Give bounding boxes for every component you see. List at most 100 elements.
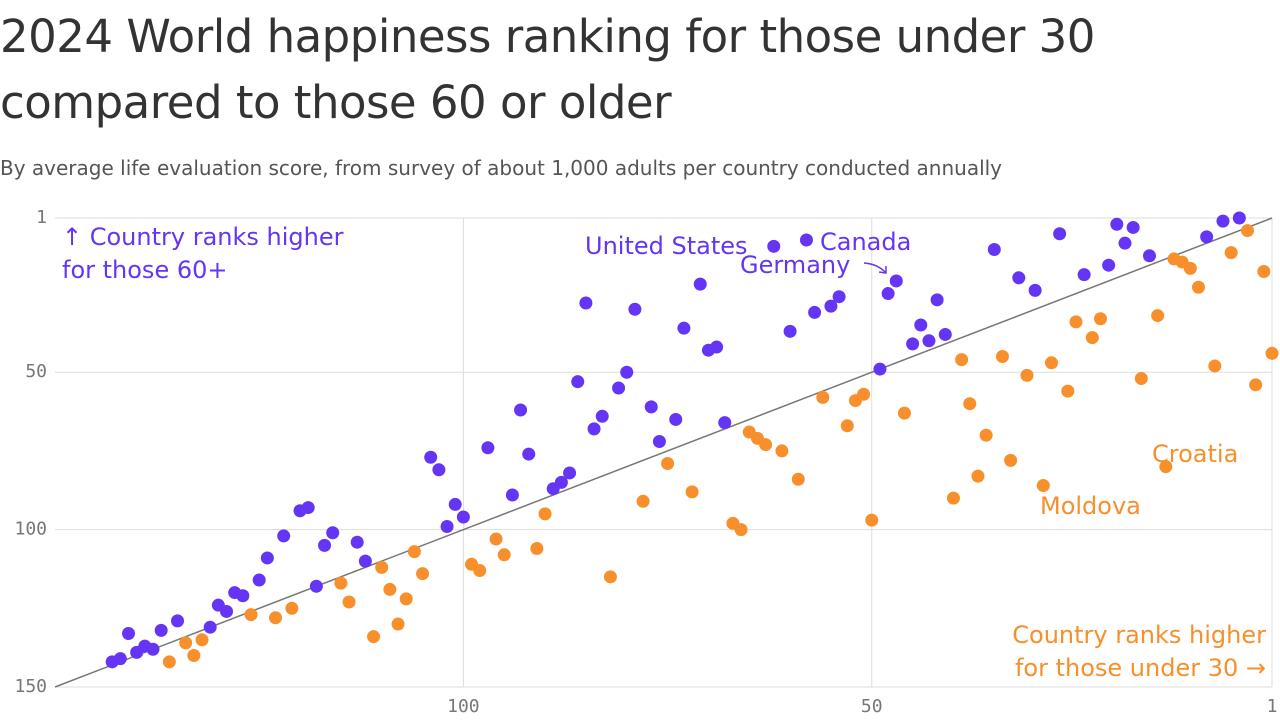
data-point	[456, 510, 470, 524]
data-point	[1191, 280, 1205, 294]
data-point	[595, 409, 609, 423]
data-point	[710, 340, 724, 354]
data-point	[759, 438, 773, 452]
data-point	[1077, 268, 1091, 282]
data-point	[113, 652, 127, 666]
data-point	[1036, 479, 1050, 493]
data-point	[146, 642, 160, 656]
data-point	[1151, 309, 1165, 323]
data-point	[775, 444, 789, 458]
data-point	[1093, 312, 1107, 326]
data-point	[938, 327, 952, 341]
data-point	[1249, 378, 1263, 392]
data-point	[375, 560, 389, 574]
data-point	[906, 337, 920, 351]
data-point	[734, 523, 748, 537]
data-point	[1208, 359, 1222, 373]
data-point	[554, 475, 568, 489]
data-point	[587, 422, 601, 436]
data-point	[979, 428, 993, 442]
data-point	[285, 601, 299, 615]
data-point	[881, 287, 895, 301]
data-point	[391, 617, 405, 631]
data-point	[1265, 346, 1279, 360]
data-point	[187, 649, 201, 663]
data-point	[407, 545, 421, 559]
data-point	[432, 463, 446, 477]
data-point	[318, 538, 332, 552]
data-point	[1216, 214, 1230, 228]
data-point	[383, 582, 397, 596]
data-point	[244, 608, 258, 622]
data-point	[1028, 283, 1042, 297]
data-point	[652, 434, 666, 448]
data-point	[955, 353, 969, 367]
annotation: Canada	[820, 228, 911, 256]
data-point	[416, 567, 430, 581]
data-point	[162, 655, 176, 669]
data-point	[824, 299, 838, 313]
data-point	[334, 576, 348, 590]
diagonal-line	[54, 217, 1273, 688]
data-point	[1061, 384, 1075, 398]
data-point	[171, 614, 185, 628]
data-point	[497, 548, 511, 562]
series-label: ↑ Country ranks higher for those 60+	[62, 223, 344, 284]
data-point	[603, 570, 617, 584]
data-point	[350, 535, 364, 549]
data-point	[301, 501, 315, 515]
x-tick-label: 50	[861, 696, 883, 717]
data-point	[269, 611, 283, 625]
data-point	[636, 494, 650, 508]
data-point	[922, 334, 936, 348]
data-point	[930, 293, 944, 307]
data-point	[620, 365, 634, 379]
data-point	[897, 406, 911, 420]
data-point	[236, 589, 250, 603]
data-point	[767, 239, 781, 253]
data-point	[873, 362, 887, 376]
data-point	[791, 472, 805, 486]
annotation: Moldova	[1040, 492, 1141, 520]
data-point	[203, 620, 217, 634]
data-point	[473, 564, 487, 578]
data-point	[1012, 271, 1026, 285]
data-point	[522, 447, 536, 461]
data-point	[481, 441, 495, 455]
data-point	[612, 381, 626, 395]
data-point	[1110, 217, 1124, 231]
data-point	[440, 519, 454, 533]
data-point	[195, 633, 209, 647]
data-point	[448, 497, 462, 511]
x-tick-label: 1	[1267, 696, 1278, 717]
data-point	[914, 318, 928, 332]
data-point	[693, 277, 707, 291]
data-point	[367, 630, 381, 644]
data-point	[718, 416, 732, 430]
data-point	[799, 233, 813, 247]
data-point	[1102, 258, 1116, 272]
data-point	[677, 321, 691, 335]
data-point	[1044, 356, 1058, 370]
chart-subtitle: By average life evaluation score, from s…	[0, 156, 1003, 180]
data-point	[946, 491, 960, 505]
data-point	[342, 595, 356, 609]
data-point	[260, 551, 274, 565]
data-point	[987, 242, 1001, 256]
data-point	[1257, 265, 1271, 279]
data-point	[963, 397, 977, 411]
data-point	[628, 302, 642, 316]
data-point	[326, 526, 340, 540]
data-point	[1200, 230, 1214, 244]
data-point	[1134, 372, 1148, 386]
data-point	[358, 554, 372, 568]
data-point	[865, 513, 879, 527]
data-point	[399, 592, 413, 606]
data-point	[579, 296, 593, 310]
data-point	[808, 305, 822, 319]
data-point	[832, 290, 846, 304]
annotation: Croatia	[1152, 440, 1238, 468]
data-point	[252, 573, 266, 587]
data-point	[1183, 261, 1197, 275]
